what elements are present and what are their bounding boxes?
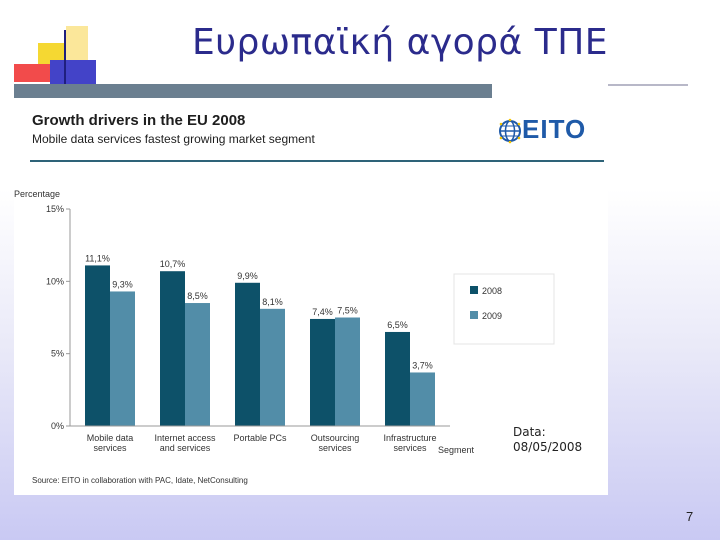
bar-value-label: 8,1% (262, 297, 283, 307)
panel-subheading: Mobile data services fastest growing mar… (32, 132, 315, 146)
bar-value-label: 9,9% (237, 271, 258, 281)
legend-swatch-2009 (470, 311, 478, 319)
x-axis-label: Segment (438, 445, 475, 455)
x-tick-label: Internet access (154, 433, 216, 443)
x-tick-label: services (393, 443, 427, 453)
bar-value-label: 7,4% (312, 307, 333, 317)
x-tick-label: and services (160, 443, 211, 453)
bar-2008 (385, 331, 410, 426)
bar-value-label: 3,7% (412, 360, 433, 370)
deco-red-square (14, 64, 60, 82)
bar-chart: Percentage 0% 5% 10% 15% 11,1% 9,3% Mobile data… (14, 189, 555, 455)
x-tick-label: Mobile data (87, 433, 134, 443)
logo-text: EITO (522, 114, 587, 144)
bar-2008 (85, 265, 110, 426)
slide-title: Ευρωπαϊκή αγορά ΤΠΕ (191, 22, 609, 63)
bar-2008 (235, 282, 260, 426)
y-axis-label: Percentage (14, 189, 60, 199)
bar-value-label: 7,5% (337, 306, 358, 316)
bar-2008 (310, 318, 335, 426)
y-tick-label: 0% (51, 421, 64, 431)
data-date-note: Data: 08/05/2008 (513, 425, 582, 455)
x-tick-label: services (93, 443, 127, 453)
bar-value-label: 10,7% (160, 259, 186, 269)
bar-2009 (260, 308, 285, 426)
deco-blue-square (50, 60, 96, 84)
panel-top-bar (14, 84, 608, 98)
legend-swatch-2008 (470, 286, 478, 294)
y-tick-label: 10% (46, 276, 64, 286)
bar-value-label: 8,5% (187, 291, 208, 301)
bar-value-label: 11,1% (85, 253, 110, 263)
bar-2009 (110, 291, 135, 426)
bar-value-label: 9,3% (112, 279, 133, 289)
chart-panel: Growth drivers in the EU 2008 Mobile dat… (14, 84, 608, 495)
x-tick-label: Outsourcing (311, 433, 360, 443)
bar-2009 (410, 372, 435, 426)
page-number: 7 (686, 509, 694, 524)
bar-2009 (185, 303, 210, 426)
x-tick-label: Portable PCs (233, 433, 287, 443)
x-tick-label: services (318, 443, 352, 453)
data-note-date: 08/05/2008 (513, 440, 583, 454)
source-note: Source: EITO in collaboration with PAC, … (32, 476, 248, 485)
panel-heading: Growth drivers in the EU 2008 (32, 112, 246, 129)
bar-2008 (160, 271, 185, 426)
eito-logo: EITO (498, 112, 608, 150)
bar-2009 (335, 317, 360, 426)
data-note-label: Data: (513, 425, 546, 439)
deco-vertical-line (64, 30, 66, 98)
legend-box (453, 273, 555, 345)
panel-separator (30, 160, 604, 162)
y-tick-label: 15% (46, 204, 64, 214)
x-tick-label: Infrastructure (383, 433, 436, 443)
panel-top-bar-gap (492, 84, 608, 98)
bar-value-label: 6,5% (387, 320, 408, 330)
legend-label-2009: 2009 (482, 311, 502, 321)
y-tick-label: 5% (51, 349, 64, 359)
globe-icon (499, 118, 521, 144)
legend-label-2008: 2008 (482, 286, 502, 296)
